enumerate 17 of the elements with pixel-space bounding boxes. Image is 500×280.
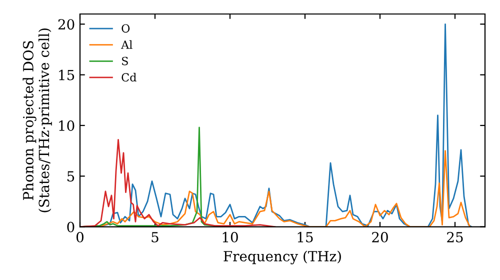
y-tick-label: 5 [67, 171, 74, 182]
legend-label: S [122, 56, 128, 66]
x-tick-label: 10 [222, 232, 238, 242]
x-tick-label: 5 [152, 232, 158, 242]
legend-label: Al [121, 40, 132, 49]
y-axis-title: Phonon projected DOS (States/THz·primitive cell) [22, 28, 52, 212]
y-tick-label: 20 [58, 19, 74, 30]
y-tick-label: 0 [67, 222, 74, 232]
x-tick-label: 0 [76, 232, 84, 242]
y-tick-label: 10 [59, 120, 74, 131]
x-axis-title: Frequency (THz) [224, 250, 341, 264]
x-tick-label: 15 [298, 232, 313, 242]
x-tick-label: 20 [372, 232, 388, 242]
x-tick-label: 25 [447, 232, 463, 242]
legend-label: Cd [122, 72, 136, 82]
legend-label: O [122, 24, 130, 33]
y-tick-label: 15 [59, 70, 74, 80]
